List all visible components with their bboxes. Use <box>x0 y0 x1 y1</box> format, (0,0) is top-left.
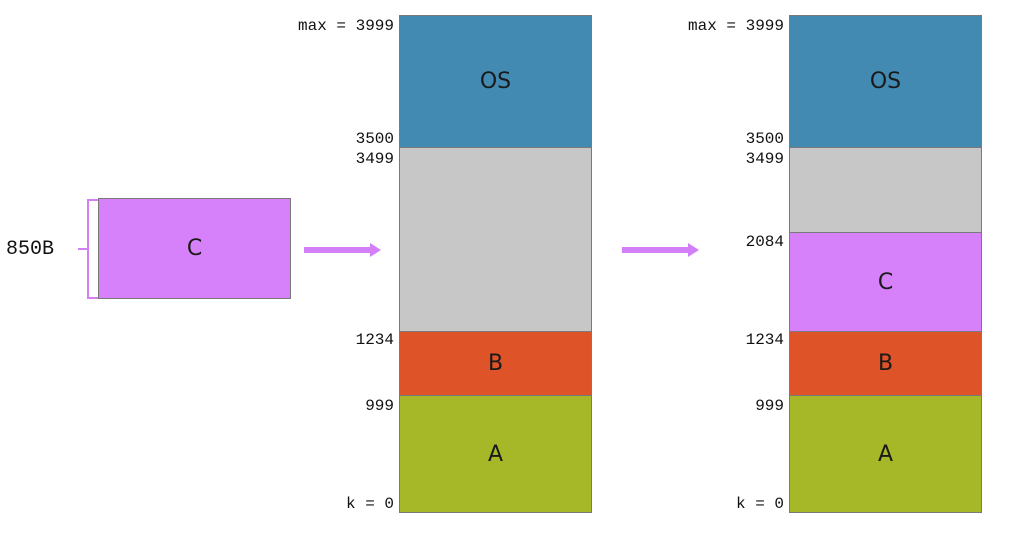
size-label: 850B <box>6 238 55 261</box>
address-k0: k = 0 <box>345 495 394 513</box>
process-c-label: C <box>877 269 894 295</box>
os-segment: OS <box>399 15 592 148</box>
process-a-segment: A <box>399 395 592 513</box>
address-max: max = 3999 <box>297 17 394 35</box>
process-a-label: A <box>877 441 894 467</box>
address-max: max = 3999 <box>687 17 784 35</box>
process-c-segment: C <box>789 232 982 332</box>
size-bracket-tick <box>78 248 88 250</box>
process-c-label: C <box>186 236 203 261</box>
os-label: OS <box>869 69 902 94</box>
address-3500: 3500 <box>745 130 784 148</box>
size-bracket <box>87 199 99 299</box>
address-999: 999 <box>365 397 394 415</box>
arrow-1 <box>304 243 381 257</box>
address-1234: 1234 <box>355 331 394 349</box>
address-3499: 3499 <box>355 150 394 168</box>
free-segment <box>399 147 592 332</box>
process-b-label: B <box>487 351 504 376</box>
address-2084: 2084 <box>745 233 784 251</box>
process-b-label: B <box>877 351 894 376</box>
address-k0: k = 0 <box>735 495 784 513</box>
process-b-segment: B <box>399 331 592 396</box>
address-3499: 3499 <box>745 150 784 168</box>
process-b-segment: B <box>789 331 982 396</box>
process-c-block: C <box>98 198 291 299</box>
process-a-label: A <box>487 441 504 467</box>
process-a-segment: A <box>789 395 982 513</box>
arrow-2 <box>622 243 699 257</box>
address-999: 999 <box>755 397 784 415</box>
os-label: OS <box>479 69 512 94</box>
os-segment: OS <box>789 15 982 148</box>
address-1234: 1234 <box>745 331 784 349</box>
address-3500: 3500 <box>355 130 394 148</box>
free-segment <box>789 147 982 233</box>
